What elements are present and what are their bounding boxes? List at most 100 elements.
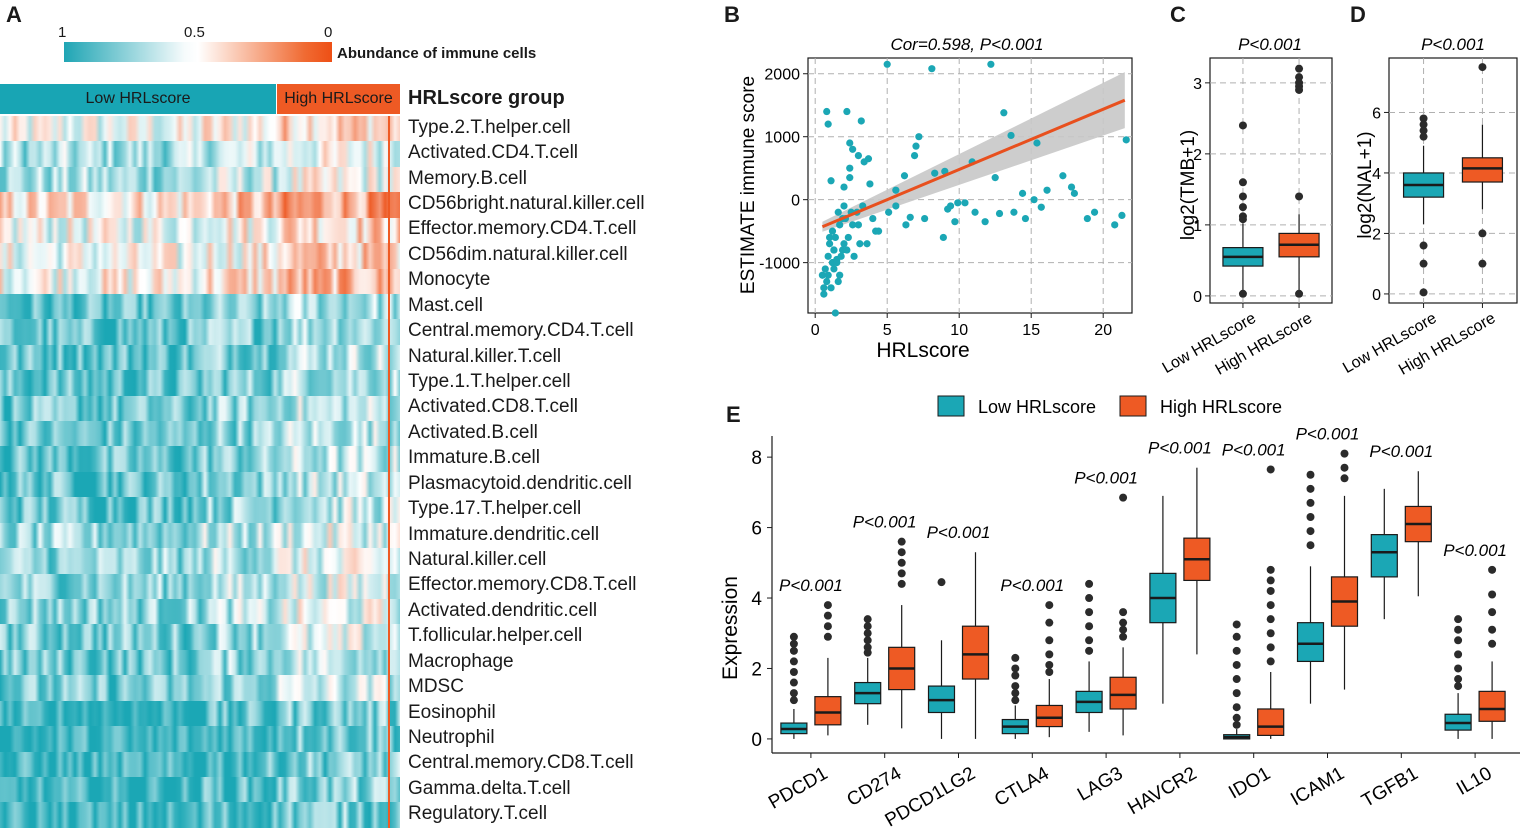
scatter-point (1059, 172, 1067, 180)
heatmap-row-label: Natural.killer.T.cell (408, 345, 562, 367)
outlier-point (1085, 646, 1094, 655)
scatter-point (941, 167, 949, 175)
scatter-point (824, 271, 832, 279)
box-high (1478, 565, 1506, 739)
colorbar-tick-0-5: 0.5 (184, 24, 205, 41)
scatter-point (823, 277, 831, 286)
scatter-point (1018, 189, 1027, 197)
scatter-point (931, 169, 939, 177)
outlier-point (1295, 73, 1304, 82)
outlier-point (1340, 449, 1349, 458)
scatter-point (874, 227, 883, 235)
tmb-pvalue: P<0.001 (1238, 35, 1302, 54)
outlier-point (1045, 667, 1054, 676)
heatmap-row (0, 166, 400, 193)
pvalue-annotation: P<0.001 (1148, 439, 1212, 458)
heatmap-row (0, 776, 400, 803)
heatmap-grid (0, 116, 400, 828)
outlier-point (1232, 703, 1241, 712)
pvalue-annotation: P<0.001 (1222, 440, 1286, 459)
outlier-point (1295, 289, 1304, 298)
scatter-point (1122, 136, 1130, 144)
outlier-point (1306, 484, 1315, 493)
legend-label-high: High HRLscore (1160, 397, 1282, 417)
scatter-point (856, 240, 864, 248)
y-tick-label: 6 (751, 519, 762, 540)
y-tick-label: 0 (1193, 289, 1202, 306)
x-tick-label: 0 (811, 322, 820, 339)
outlier-point (1266, 643, 1275, 652)
scatter-point (1111, 221, 1119, 229)
outlier-point (1295, 64, 1304, 73)
scatter-point (1090, 208, 1099, 216)
outlier-point (789, 632, 798, 641)
colorbar-tick-1: 1 (58, 24, 67, 41)
scatter-point (833, 259, 841, 267)
scatter-point (1083, 214, 1091, 223)
heatmap-row (0, 319, 400, 345)
scatter-point (971, 208, 979, 216)
outlier-point (1119, 625, 1128, 634)
scatter-point (820, 284, 828, 292)
scatter-point (821, 265, 829, 273)
heatmap-row-label: CD56bright.natural.killer.cell (408, 193, 645, 214)
scatter-point (831, 233, 839, 242)
outlier-point (1419, 288, 1428, 297)
box-low (1402, 114, 1445, 297)
box-low (1001, 653, 1029, 739)
outlier-point (1306, 498, 1315, 507)
scatter-point (939, 233, 947, 242)
heatmap-row-label: Plasmacytoid.dendritic.cell (408, 472, 632, 494)
outlier-point (1454, 625, 1463, 634)
heatmap-row-label: Central.memory.CD4.T.cell (408, 320, 634, 342)
scatter-point (824, 120, 832, 128)
outlier-point (823, 601, 832, 610)
box-low (1296, 470, 1325, 704)
heatmap-row-label: Monocyte (408, 269, 491, 291)
scatter-point (866, 180, 874, 188)
outlier-point (1295, 85, 1304, 94)
scatter-point (1030, 196, 1038, 204)
outlier-point (1232, 646, 1241, 655)
panel-label-d: D (1350, 2, 1366, 27)
outlier-point (1419, 259, 1428, 268)
box-low (854, 615, 882, 725)
outlier-point (1266, 576, 1275, 585)
x-tick-label: ICAM1 (1287, 763, 1348, 810)
scatter-point (885, 208, 893, 216)
scatter-point (860, 158, 868, 166)
scatter-point (944, 205, 952, 213)
heatmap-row (0, 522, 400, 549)
scatter-point (961, 199, 969, 207)
group-bar-high: High HRLscore (277, 84, 400, 114)
outlier-point (1266, 615, 1275, 624)
trend-line (821, 98, 1126, 229)
scatter-point (846, 164, 854, 172)
pvalue-annotation: P<0.001 (1443, 541, 1507, 560)
outlier-point (1488, 590, 1497, 599)
scatter-point (928, 65, 936, 73)
scatter-point (915, 133, 923, 141)
outlier-point (1454, 682, 1463, 691)
heatmap-row-label: Memory.B.cell (408, 167, 527, 189)
y-tick-label: 8 (751, 448, 762, 469)
scatter-point (836, 221, 844, 229)
outlier-point (1454, 615, 1463, 624)
heatmap-row (0, 395, 400, 422)
heatmap-row-label: Activated.CD8.T.cell (408, 396, 579, 418)
outlier-point (1340, 474, 1349, 483)
scatter-point (902, 221, 910, 229)
legend-swatch-high (1119, 395, 1147, 417)
heatmap-row (0, 293, 400, 320)
scatter-point (1007, 131, 1015, 140)
outlier-point (1478, 63, 1487, 72)
heatmap-row-label: T.follicular.helper.cell (408, 625, 583, 647)
scatter-point (830, 265, 838, 273)
outlier-point (1119, 493, 1128, 502)
box-low (780, 632, 808, 739)
scatter-point (824, 252, 832, 260)
scatter-point (981, 218, 989, 226)
box-body (1109, 676, 1137, 710)
outlier-point (1238, 203, 1247, 212)
outlier-point (1011, 696, 1020, 705)
